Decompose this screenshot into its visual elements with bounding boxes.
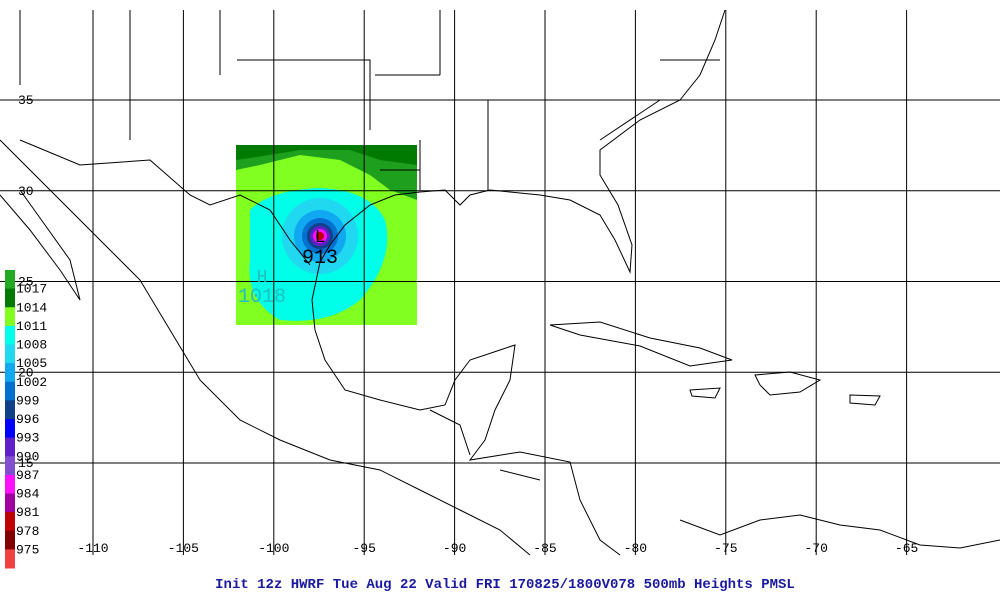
lon-label: -80 <box>624 541 647 556</box>
colorbar: 1017 1014 1011 1008 1005 1002 999 996 993 990 987 9… <box>5 270 47 569</box>
colorbar-label: 996 <box>16 412 39 427</box>
low-symbol: L <box>315 228 326 248</box>
colorbar-label: 984 <box>16 487 40 502</box>
colorbar-label: 993 <box>16 431 39 446</box>
lat-label: 35 <box>18 93 34 108</box>
colorbar-swatch <box>5 474 15 494</box>
high-value: 1018 <box>238 286 286 309</box>
lat-label: 15 <box>18 456 34 471</box>
lon-label: -70 <box>804 541 827 556</box>
colorbar-label: 975 <box>16 542 39 557</box>
lon-label: -85 <box>533 541 556 556</box>
colorbar-swatch <box>5 400 15 420</box>
colorbar-swatch <box>5 530 15 550</box>
colorbar-swatch <box>5 437 15 457</box>
colorbar-label: 1008 <box>16 338 47 353</box>
lon-label: -95 <box>352 541 375 556</box>
lat-label: 30 <box>18 184 34 199</box>
colorbar-label: 981 <box>16 505 40 520</box>
graticule: -110 -105 -100 -95 -90 -85 -80 -75 -70 -65 35 30 25 2… <box>0 10 1000 556</box>
pressure-labels: L 913 H 1018 <box>238 228 338 309</box>
colorbar-label: 1005 <box>16 356 47 371</box>
low-value: 913 <box>302 247 338 270</box>
colorbar-label: 1014 <box>16 300 47 315</box>
colorbar-label: 1011 <box>16 319 47 334</box>
colorbar-label: 990 <box>16 449 39 464</box>
colorbar-swatch <box>5 549 15 569</box>
lon-label: -110 <box>77 541 108 556</box>
pressure-field <box>236 145 417 325</box>
high-symbol: H <box>257 268 268 288</box>
colorbar-swatch <box>5 419 15 439</box>
colorbar-swatch <box>5 381 15 401</box>
caption: Init 12z HWRF Tue Aug 22 Valid FRI 17082… <box>215 577 795 593</box>
colorbar-label: 999 <box>16 393 39 408</box>
colorbar-label: 1002 <box>16 375 47 390</box>
colorbar-label: 987 <box>16 468 39 483</box>
colorbar-label: 1017 <box>16 282 47 297</box>
colorbar-swatch <box>5 363 15 383</box>
colorbar-label: 978 <box>16 524 39 539</box>
colorbar-swatch <box>5 512 15 532</box>
lat-label: 25 <box>18 275 34 290</box>
colorbar-swatch <box>5 493 15 513</box>
lat-label: 20 <box>18 365 34 380</box>
colorbar-swatch <box>5 270 15 290</box>
colorbar-swatch <box>5 344 15 364</box>
lon-label: -65 <box>895 541 918 556</box>
colorbar-swatch <box>5 307 15 327</box>
lon-label: -105 <box>168 541 199 556</box>
colorbar-swatch <box>5 325 15 345</box>
lon-label: -75 <box>714 541 737 556</box>
colorbar-swatch <box>5 288 15 308</box>
colorbar-swatch <box>5 456 15 476</box>
lon-label: -90 <box>443 541 466 556</box>
coastlines <box>0 9 1000 556</box>
lon-label: -100 <box>258 541 289 556</box>
